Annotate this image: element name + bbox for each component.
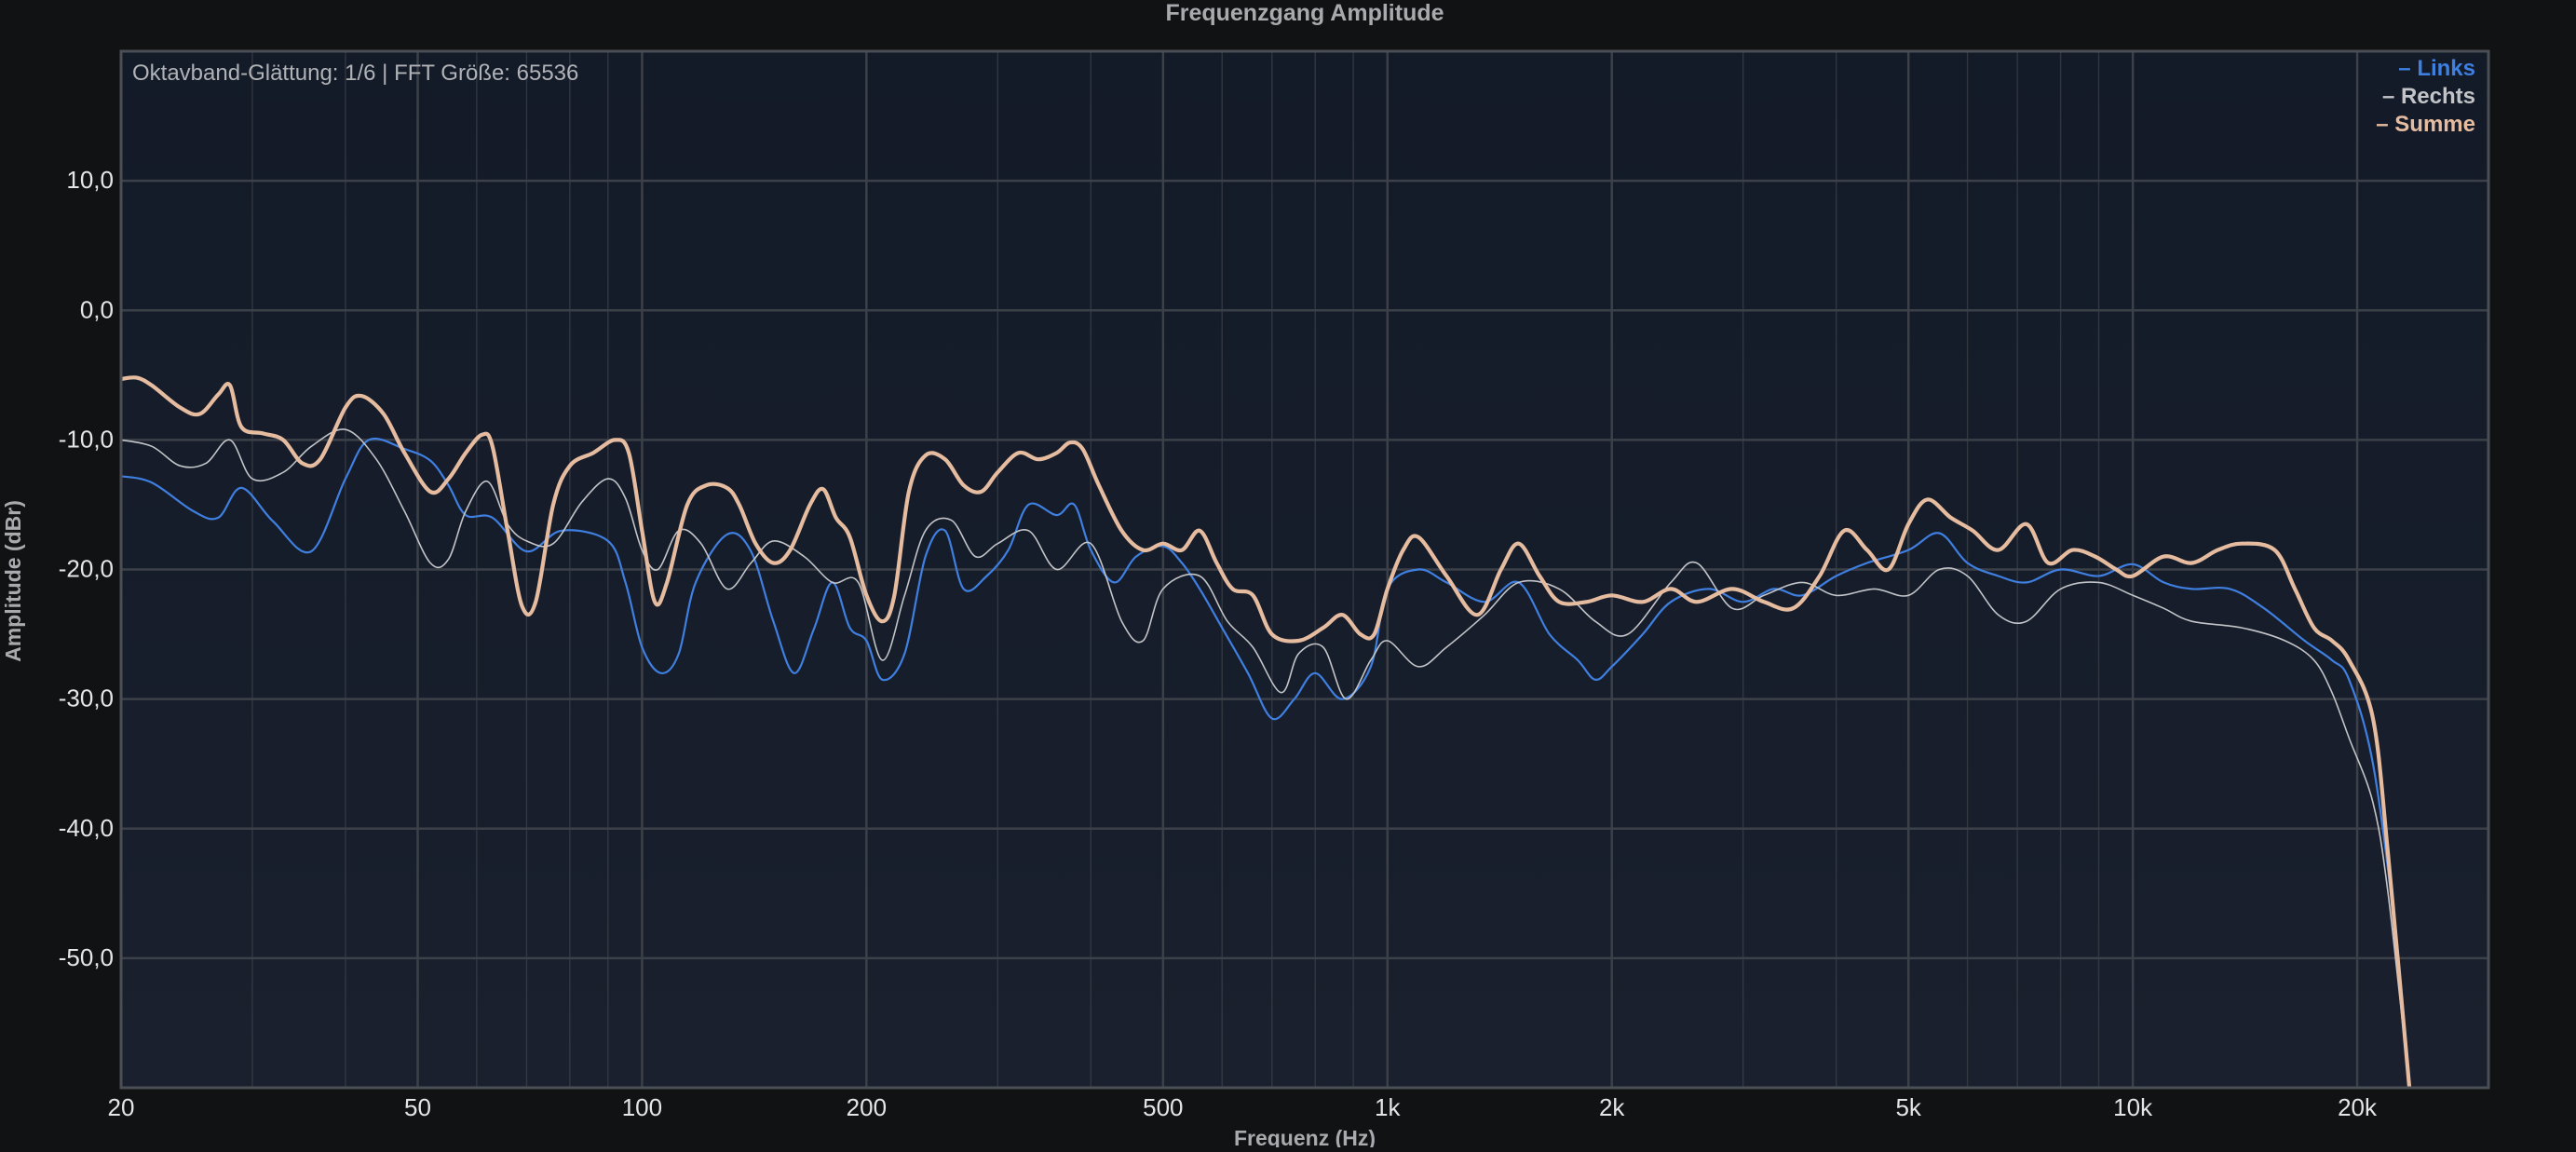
y-tick-label: -30,0 xyxy=(59,684,114,712)
series-line-rechts xyxy=(121,428,2410,1088)
x-tick-label: 10k xyxy=(2113,1093,2153,1121)
series-line-summe xyxy=(121,375,2412,1088)
x-tick-label: 200 xyxy=(847,1093,887,1121)
x-tick-labels: 20 50 100 200 500 1k 2k 5k 10k 20k xyxy=(108,1093,2378,1121)
legend-entry-links: – Links xyxy=(2398,56,2475,81)
x-tick-label: 5k xyxy=(1895,1093,1921,1121)
x-tick-label: 100 xyxy=(622,1093,662,1121)
y-tick-label: 10,0 xyxy=(66,166,114,194)
y-tick-label: -50,0 xyxy=(59,943,114,971)
x-tick-label: 2k xyxy=(1599,1093,1625,1121)
y-tick-label: -40,0 xyxy=(59,814,114,842)
chart-title: Frequenzgang Amplitude xyxy=(1165,0,1444,26)
y-tick-label: -20,0 xyxy=(59,555,114,583)
legend: – Links – Rechts – Summe xyxy=(2376,56,2475,137)
x-tick-label: 50 xyxy=(404,1093,431,1121)
legend-entry-rechts: – Rechts xyxy=(2382,84,2475,109)
x-tick-label: 500 xyxy=(1143,1093,1183,1121)
y-tick-labels: 10,0 0,0 -10,0 -20,0 -30,0 -40,0 -50,0 xyxy=(59,166,114,971)
y-tick-label: -10,0 xyxy=(59,425,114,453)
x-tick-label: 1k xyxy=(1375,1093,1401,1121)
chart-subtitle: Oktavband-Glättung: 1/6 | FFT Größe: 655… xyxy=(132,61,578,86)
y-tick-label: 0,0 xyxy=(80,295,114,323)
series-layer xyxy=(121,375,2412,1088)
x-axis-label: Frequenz (Hz) xyxy=(1234,1126,1376,1147)
legend-entry-summe: – Summe xyxy=(2376,112,2475,137)
y-axis-label: Amplitude (dBr) xyxy=(1,500,25,662)
x-tick-label: 20 xyxy=(108,1093,135,1121)
plot-frame xyxy=(119,49,2490,1090)
x-tick-label: 20k xyxy=(2338,1093,2378,1121)
grid xyxy=(119,51,2489,1088)
